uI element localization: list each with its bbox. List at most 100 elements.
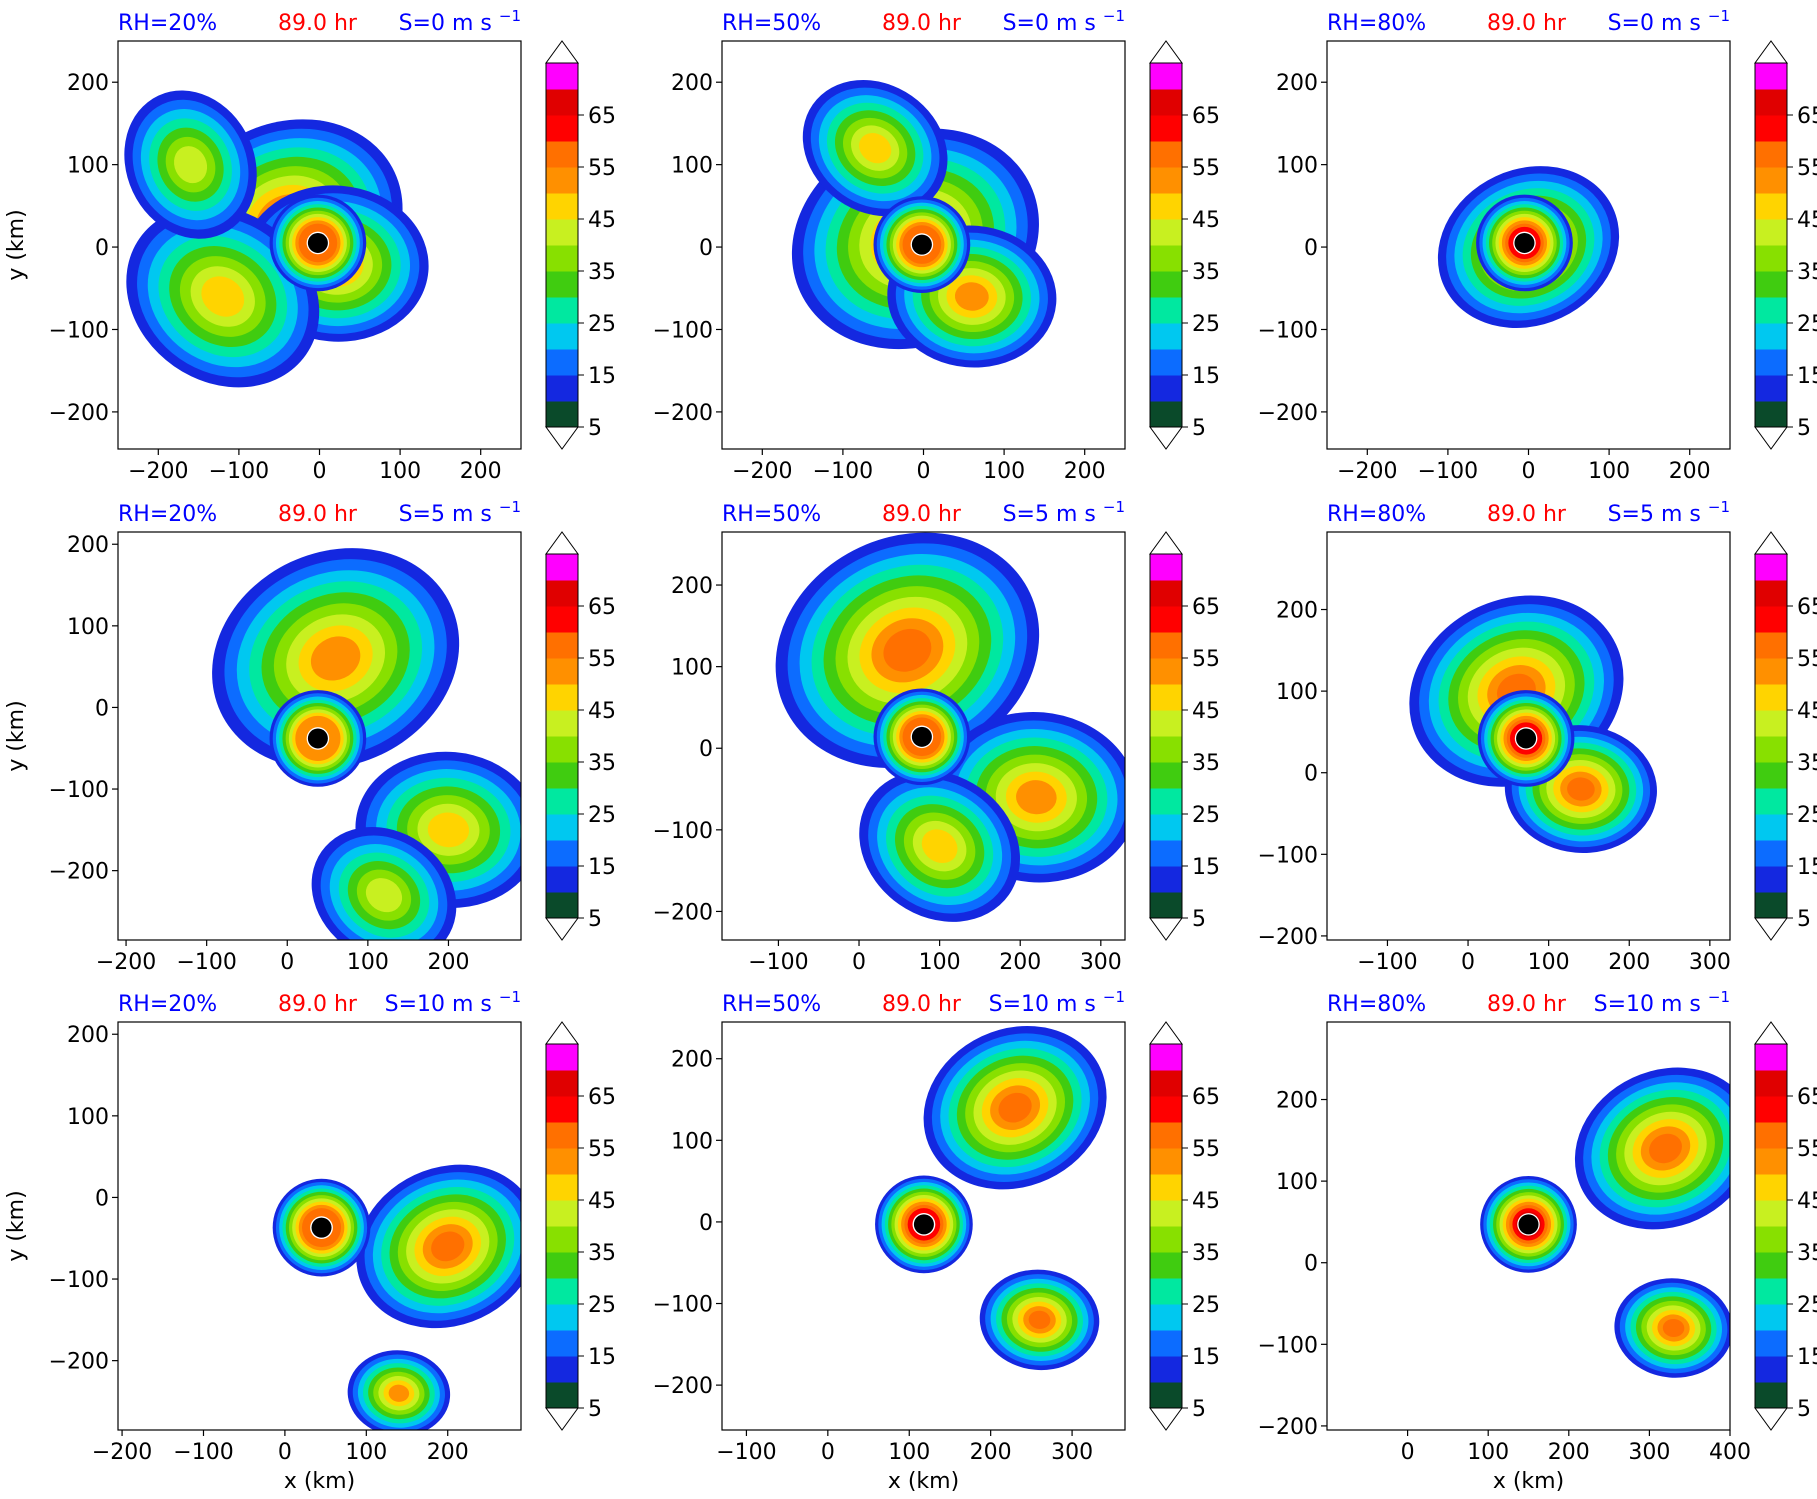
colorbar-segment	[546, 219, 578, 246]
contour-level	[1662, 1318, 1685, 1338]
colorbar-segment	[1755, 866, 1787, 893]
plot-frame	[721, 531, 1126, 941]
plot-frame	[117, 531, 522, 941]
colorbar-tick-label: 35	[1192, 751, 1220, 776]
colorbar-tick-label: 5	[588, 907, 602, 932]
colorbar-segment	[1150, 892, 1182, 919]
colorbar-tick-label: 35	[1797, 751, 1817, 776]
reflectivity-field	[272, 1164, 521, 1430]
colorbar-segment	[1150, 1252, 1182, 1279]
colorbar-segment	[1755, 1226, 1787, 1253]
colorbar-segment	[546, 115, 578, 142]
y-tick-label: 200	[67, 71, 109, 96]
colorbar-segment	[1150, 115, 1182, 142]
x-tick-label: 300	[1628, 1440, 1670, 1465]
colorbar-segment	[1755, 219, 1787, 246]
colorbar-segment	[1755, 349, 1787, 376]
plot-frame	[1326, 531, 1731, 941]
y-tick-label: 200	[1276, 71, 1318, 96]
x-tick-label: 0	[278, 1440, 292, 1465]
contour-level	[1016, 780, 1057, 815]
colorbar-tick-label: 65	[1797, 595, 1817, 620]
x-tick-label: 200	[1064, 459, 1106, 484]
rh-label: RH=20%	[118, 992, 217, 1017]
colorbar-segment	[1150, 658, 1182, 685]
colorbar-segment	[1150, 814, 1182, 841]
y-tick-label: 0	[1304, 236, 1318, 261]
colorbar-tick-label: 55	[1192, 647, 1220, 672]
colorbar-segment	[546, 1278, 578, 1305]
x-tick-label: 100	[1467, 1440, 1509, 1465]
colorbar-segment	[546, 167, 578, 194]
colorbar-segment	[1755, 658, 1787, 685]
x-tick-label: 0	[917, 459, 931, 484]
colorbar-tick-label: 25	[1192, 803, 1220, 828]
colorbar-extend-min	[545, 426, 579, 450]
x-tick-label: −200	[1337, 459, 1397, 484]
y-tick-label: −200	[49, 1350, 109, 1375]
shear-label: S=5 m s −1	[1003, 498, 1125, 527]
rh-label: RH=80%	[1327, 11, 1426, 36]
panel-1: −200 −100 0 100 200 200 100 0 −100 −200 RH=20% 89.0…	[4, 7, 616, 484]
y-tick-label: 0	[699, 737, 713, 762]
colorbar-segment	[1755, 245, 1787, 272]
colorbar-extend-max	[1149, 40, 1183, 64]
colorbar-tick-label: 5	[588, 1397, 602, 1422]
rh-label: RH=80%	[1327, 992, 1426, 1017]
panel-grid: −200 −100 0 100 200 200 100 0 −100 −200 RH=20% 89.0…	[4, 7, 1817, 1494]
colorbar-tick-label: 35	[588, 1241, 616, 1266]
colorbar-segment	[1150, 297, 1182, 324]
colorbar-segment	[1150, 271, 1182, 298]
colorbar-segment	[1150, 219, 1182, 246]
colorbar-segment	[1755, 788, 1787, 815]
colorbar-tick-label: 65	[588, 1085, 616, 1110]
colorbar-segment	[1150, 1200, 1182, 1227]
colorbar: 5 15 25 35 45 55 65	[1754, 531, 1817, 941]
x-tick-label: −100	[748, 950, 808, 975]
y-axis-label: y (km)	[4, 209, 29, 280]
colorbar-segment	[1755, 1044, 1787, 1071]
colorbar-tick-label: 25	[1797, 803, 1817, 828]
colorbar: 5 15 25 35 45 55 65	[1149, 40, 1220, 450]
colorbar-segment	[1755, 1148, 1787, 1175]
contour-level	[1567, 777, 1595, 801]
colorbar: 5 15 25 35 45 55 65	[1149, 1021, 1220, 1431]
colorbar-frame	[1754, 553, 1788, 919]
colorbar-segment	[546, 1356, 578, 1383]
y-tick-label: −200	[1258, 401, 1318, 426]
rh-label: RH=20%	[118, 11, 217, 36]
colorbar-segment	[1150, 710, 1182, 737]
colorbar-segment	[1150, 1070, 1182, 1097]
storm-center-marker	[307, 232, 328, 253]
colorbar-tick-label: 5	[1192, 416, 1206, 441]
colorbar-segment	[1755, 323, 1787, 350]
colorbar-segment	[546, 1200, 578, 1227]
colorbar-frame	[1149, 553, 1183, 919]
x-tick-label: −100	[173, 1440, 233, 1465]
colorbar-segment	[1150, 684, 1182, 711]
colorbar-tick-label: 15	[1192, 855, 1220, 880]
colorbar-segment	[546, 349, 578, 376]
x-tick-label: 0	[1461, 950, 1475, 975]
contour-level	[998, 1092, 1032, 1123]
rh-label: RH=50%	[722, 502, 821, 527]
y-tick-label: 0	[95, 1186, 109, 1211]
colorbar-frame	[1754, 1043, 1788, 1409]
colorbar-segment	[1755, 1304, 1787, 1331]
y-tick-label: 200	[671, 71, 713, 96]
shear-label: S=10 m s −1	[385, 988, 521, 1017]
time-label: 89.0 hr	[1487, 502, 1567, 527]
colorbar-tick-label: 45	[1192, 1189, 1220, 1214]
colorbar-segment	[1150, 632, 1182, 659]
colorbar-segment	[546, 193, 578, 220]
colorbar-segment	[1150, 866, 1182, 893]
x-tick-label: −200	[92, 1440, 152, 1465]
colorbar-segment	[546, 297, 578, 324]
contour-level	[921, 829, 958, 863]
y-axis-label: y (km)	[4, 1190, 29, 1261]
colorbar-tick-label: 45	[1797, 208, 1817, 233]
colorbar-segment	[1150, 1148, 1182, 1175]
colorbar-extend-min	[1149, 1407, 1183, 1431]
time-label: 89.0 hr	[1487, 11, 1567, 36]
x-tick-label: −200	[96, 950, 156, 975]
